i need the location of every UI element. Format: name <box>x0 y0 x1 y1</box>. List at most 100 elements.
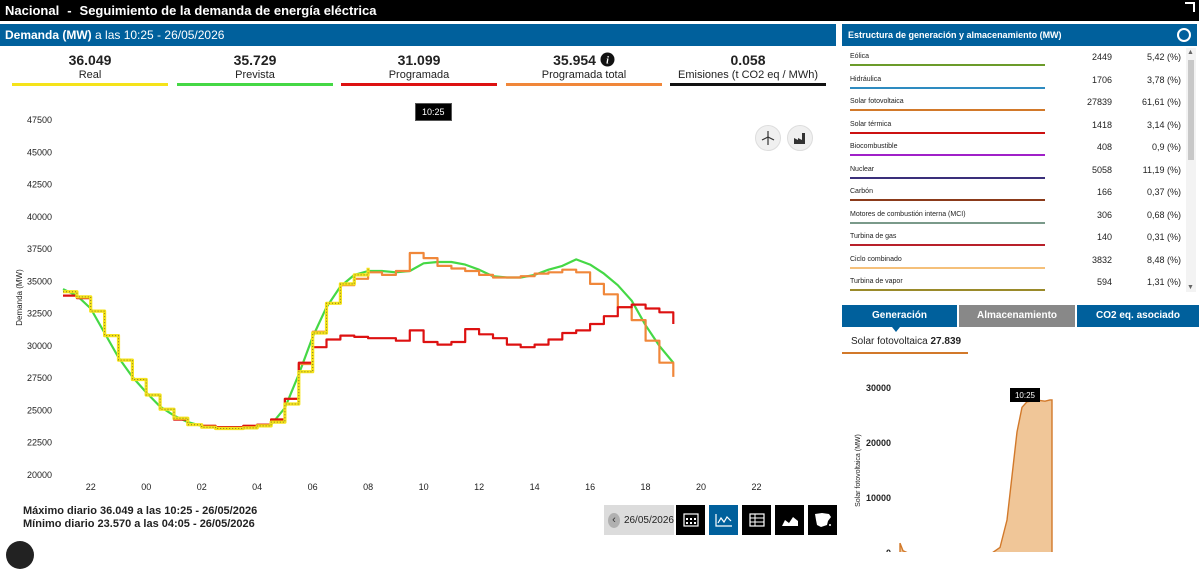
structure-row-pct: 0,37 (%) <box>1146 187 1181 197</box>
structure-row-mw: 166 <box>1096 187 1112 197</box>
help-button[interactable] <box>6 541 34 569</box>
metric-label: Real <box>78 69 102 81</box>
date-selector[interactable]: ‹ 26/05/2026 <box>604 505 674 535</box>
tab-co2[interactable]: CO2 eq. asociado <box>1077 305 1199 327</box>
structure-row[interactable]: Turbina de gas 140 0,31 (%) <box>842 228 1185 251</box>
x-tick-label: 22 <box>86 482 96 492</box>
structure-row-mw: 594 <box>1096 277 1112 287</box>
metric-value: 36.049 <box>68 52 112 68</box>
metric-color-bar <box>506 83 662 86</box>
x-tick-label: 06 <box>308 482 318 492</box>
structure-row-name: Turbina de vapor <box>850 278 903 285</box>
structure-row[interactable]: Nuclear 5058 11,19 (%) <box>842 161 1185 184</box>
area-chart-icon <box>781 517 798 526</box>
structure-row-name: Biocombustible <box>850 143 898 150</box>
solar-value: 27.839 <box>930 336 962 347</box>
demand-header: Demanda (MW) a las 10:25 - 26/05/2026 <box>0 24 836 46</box>
y-tick-label: 37500 <box>27 244 52 254</box>
factory-button[interactable] <box>787 125 813 151</box>
x-tick-label: 16 <box>585 482 595 492</box>
structure-row[interactable]: Ciclo combinado 3832 8,48 (%) <box>842 251 1185 274</box>
structure-row[interactable]: Motores de combustión interna (MCI) 306 0,… <box>842 206 1185 229</box>
calendar-icon <box>682 513 699 527</box>
structure-scrollbar[interactable]: ▲ ▼ <box>1186 48 1196 292</box>
demand-panel: Demanda (MW) a las 10:25 - 26/05/2026 36… <box>0 24 837 552</box>
scroll-thumb[interactable] <box>1188 60 1194 160</box>
pie-chart-icon[interactable] <box>1177 28 1191 42</box>
solar-y-axis-label: Solar fotovoltaica (MW) <box>855 434 862 507</box>
scroll-up-icon[interactable]: ▲ <box>1187 49 1194 56</box>
metric-value: 35.954 i <box>506 52 662 69</box>
metric-emisiones[interactable]: 0.058 Emisiones (t CO2 eq / MWh) <box>670 52 826 86</box>
y-tick-label: 42500 <box>27 180 52 190</box>
metric-programada[interactable]: 31.099 Programada <box>341 52 497 86</box>
tab-generacion[interactable]: Generación <box>842 305 957 327</box>
area-chart-button[interactable] <box>775 505 804 535</box>
demand-header-title: Demanda (MW) <box>5 28 92 42</box>
structure-row-color-bar <box>850 289 1045 291</box>
structure-row-name: Eólica <box>850 53 870 60</box>
metric-prevista[interactable]: 35.729 Prevista <box>177 52 333 86</box>
structure-row[interactable]: Biocombustible 408 0,9 (%) <box>842 138 1185 161</box>
structure-row-color-bar <box>850 221 1045 224</box>
metric-value: 0.058 <box>730 52 766 68</box>
info-icon[interactable]: i <box>600 52 615 67</box>
structure-row[interactable]: Hidráulica 1706 3,78 (%) <box>842 71 1185 94</box>
structure-row-pct: 0,9 (%) <box>1151 142 1181 152</box>
solar-y-tick-label: 20000 <box>866 438 891 448</box>
metric-programada-total[interactable]: 35.954 i Programada total <box>506 52 662 86</box>
table-button[interactable] <box>742 505 771 535</box>
y-tick-label: 47500 <box>27 115 52 125</box>
structure-row[interactable]: Turbina de vapor 594 1,31 (%) <box>842 273 1185 292</box>
structure-row-pct: 11,19 (%) <box>1142 164 1181 175</box>
structure-row-mw: 1418 <box>1091 119 1112 130</box>
solar-y-tick-label: 10000 <box>866 493 891 503</box>
metric-real[interactable]: 36.049 Real <box>12 52 168 86</box>
structure-row[interactable]: Solar térmica 1418 3,14 (%) <box>842 116 1185 139</box>
structure-row-mw: 408 <box>1096 142 1112 152</box>
structure-row[interactable]: Solar fotovoltaica 27839 61,61 (%) <box>842 93 1185 116</box>
structure-row-pct: 5,42 (%) <box>1146 52 1181 62</box>
structure-row[interactable]: Eólica 2449 5,42 (%) <box>842 48 1185 71</box>
x-tick-label: 12 <box>474 482 484 492</box>
structure-row-mw: 2449 <box>1091 52 1112 62</box>
y-tick-label: 32500 <box>27 309 52 319</box>
solar-label: Solar fotovoltaica 27.839 <box>851 336 961 347</box>
structure-row-pct: 61,61 (%) <box>1141 97 1181 107</box>
daily-stats: Máximo diario 36.049 a las 10:25 - 26/05… <box>23 505 257 531</box>
structure-row-mw: 306 <box>1096 209 1112 220</box>
spain-map-button[interactable] <box>808 505 837 535</box>
chevron-left-icon[interactable]: ‹ <box>608 512 620 528</box>
metric-color-bar <box>670 83 826 86</box>
x-tick-label: 22 <box>752 482 762 492</box>
tab-almacenamiento[interactable]: Almacenamiento <box>959 305 1075 327</box>
structure-row-name: Hidráulica <box>850 75 882 83</box>
title-separator: - <box>67 3 72 18</box>
page-title: Seguimiento de la demanda de energía elé… <box>79 3 377 18</box>
structure-row-name: Carbón <box>850 188 873 195</box>
structure-row[interactable]: Carbón 166 0,37 (%) <box>842 183 1185 206</box>
wind-turbine-button[interactable] <box>755 125 781 151</box>
scroll-down-icon[interactable]: ▼ <box>1187 284 1194 291</box>
metric-value: 35.729 <box>233 52 277 68</box>
structure-row-pct: 8,48 (%) <box>1146 254 1181 265</box>
line-chart-button[interactable] <box>709 505 738 535</box>
solar-tooltip-box <box>1010 388 1040 402</box>
metric-value: 31.099 <box>397 52 441 68</box>
demand-chart[interactable]: 47500 45000 42500 40000 37500 35000 32500 30000… <box>0 100 836 500</box>
y-tick-label: 35000 <box>27 276 52 286</box>
structure-row-color-bar <box>850 64 1045 66</box>
solar-y-tick-label: 0 <box>886 548 891 552</box>
structure-row-color-bar <box>850 109 1045 111</box>
structure-row-color-bar <box>850 86 1045 89</box>
solar-chart[interactable]: 30000 20000 10000 0 Solar fotovoltaica (MW) 1… <box>842 356 1199 552</box>
expand-icon[interactable] <box>1185 2 1195 12</box>
structure-panel: Estructura de generación y almacenamient… <box>842 24 1199 552</box>
structure-list: Eólica 2449 5,42 (%) Hidráulica 1706 3,78 (%)… <box>842 48 1197 292</box>
tab-pointer <box>892 327 900 332</box>
y-tick-label: 20000 <box>27 470 52 480</box>
metric-label: Emisiones (t CO2 eq / MWh) <box>678 69 818 81</box>
wind-turbine-icon <box>761 131 775 145</box>
structure-row-name: Motores de combustión interna (MCI) <box>850 210 966 218</box>
calendar-button[interactable] <box>676 505 705 535</box>
